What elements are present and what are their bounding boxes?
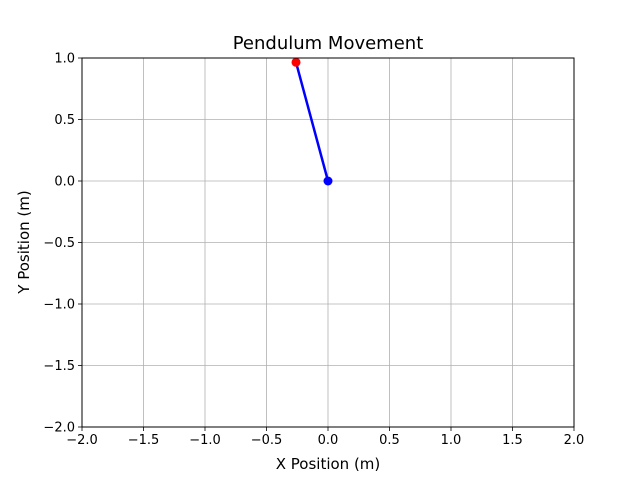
x-axis-title: X Position (m) — [276, 455, 381, 473]
y-tick-label: 1.0 — [54, 52, 75, 67]
x-tick-label: 1.0 — [441, 433, 462, 448]
plot-frame — [81, 57, 575, 428]
x-tick-label: −0.5 — [251, 433, 283, 448]
y-tick-label: −0.5 — [43, 236, 75, 251]
data-layer — [291, 57, 333, 186]
x-tick-label: −2.0 — [66, 433, 98, 448]
pivot-point — [323, 176, 333, 186]
x-tick-label: 0.5 — [379, 433, 400, 448]
pendulum-rod — [294, 61, 330, 182]
y-tick-label: 0.5 — [54, 113, 75, 128]
y-tick-label: 0.0 — [54, 175, 75, 190]
x-tick-labels: −2.0 −1.5 −1.0 −0.5 0.0 0.5 1.0 1.5 2.0 — [66, 433, 584, 448]
x-tick-label: 0.0 — [318, 433, 339, 448]
x-tick-label: 1.5 — [502, 433, 523, 448]
pendulum-bob — [291, 57, 301, 67]
ticks — [78, 57, 575, 431]
y-tick-label: −1.0 — [43, 298, 75, 313]
y-axis-title: Y Position (m) — [15, 190, 33, 294]
x-tick-label: −1.0 — [189, 433, 221, 448]
x-tick-label: −1.5 — [128, 433, 160, 448]
y-tick-labels: −2.0 −1.5 −1.0 −0.5 0.0 0.5 1.0 — [43, 52, 75, 436]
x-tick-label: 2.0 — [564, 433, 585, 448]
y-tick-label: −1.5 — [43, 359, 75, 374]
y-tick-label: −2.0 — [43, 421, 75, 436]
chart-title: Pendulum Movement — [233, 33, 424, 54]
